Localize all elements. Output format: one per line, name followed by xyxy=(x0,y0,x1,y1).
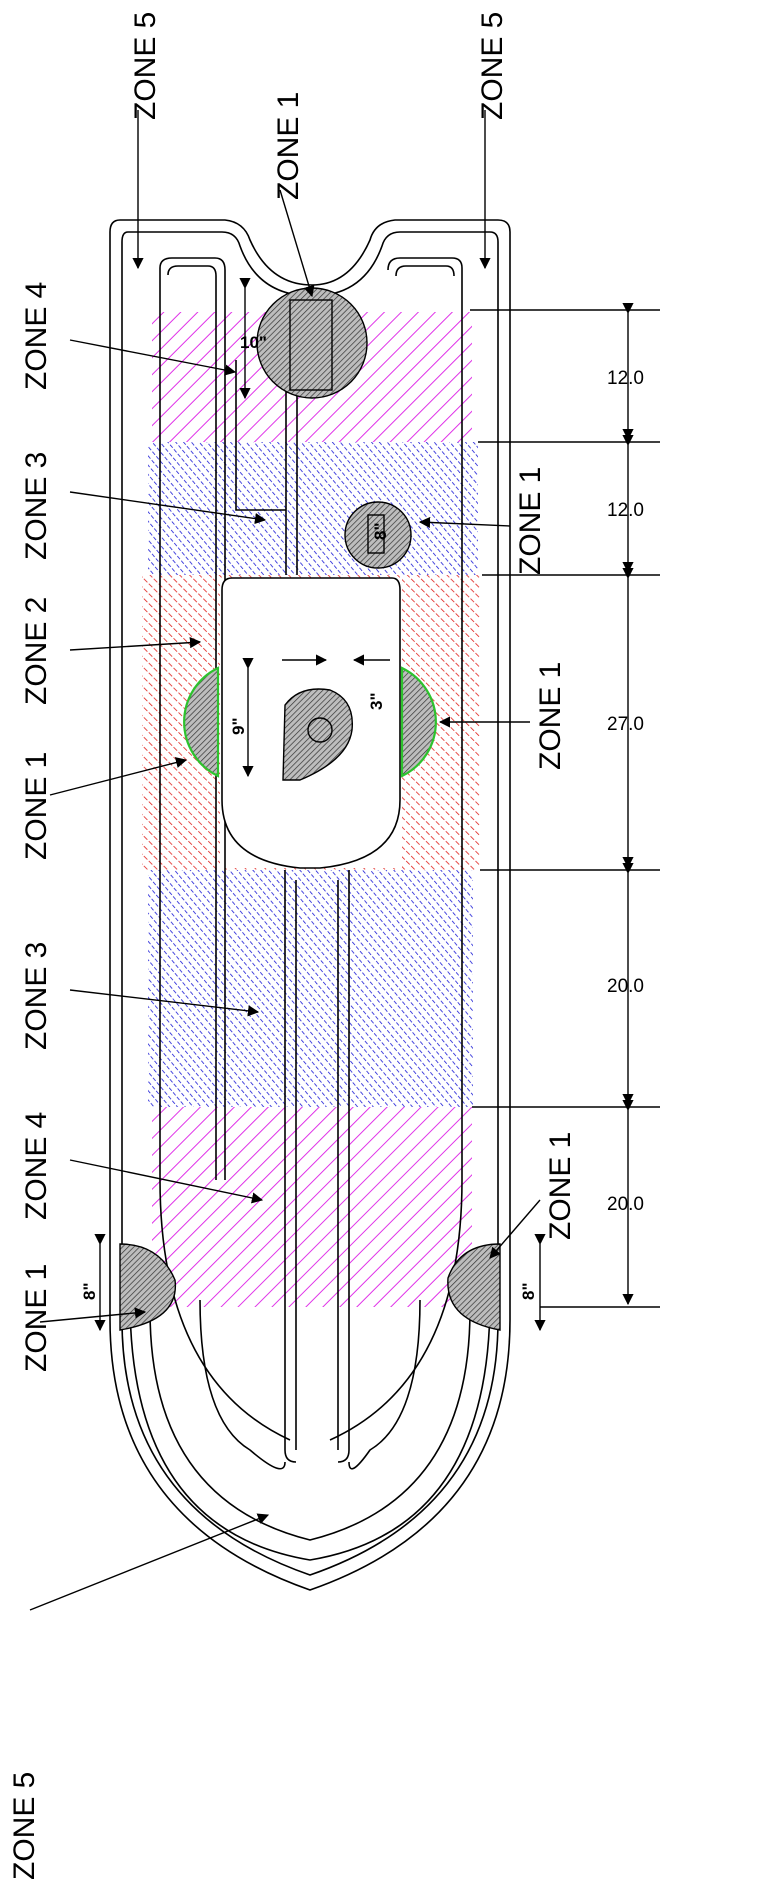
detail-dimension-values: 10" 8" 9" 3" 8" 8" xyxy=(80,333,538,1300)
label-left-zone4-bottom: ZONE 4 xyxy=(20,1112,53,1220)
zone-bands xyxy=(142,312,480,1307)
label-right-zone1-upper: ZONE 1 xyxy=(514,467,547,575)
dim-center-offset: 3" xyxy=(367,692,386,710)
dim-bottom-right-circle: 8" xyxy=(519,1282,538,1300)
label-left-zone3-bottom: ZONE 3 xyxy=(20,942,53,1050)
dim-left-circle: 9" xyxy=(229,717,248,735)
dim-zone3-bottom: 20.0 xyxy=(607,976,644,997)
zone1-right-half xyxy=(400,666,437,778)
dim-zone2: 27.0 xyxy=(607,714,644,735)
label-top-left-zone5: ZONE 5 xyxy=(129,12,162,120)
section-dimension-values: 12.0 12.0 27.0 20.0 20.0 xyxy=(607,368,644,1215)
zone1-features xyxy=(119,287,501,1331)
zone1-bottom-left xyxy=(119,1243,177,1331)
zone1-left-half xyxy=(183,666,220,778)
zone1-bottom-right xyxy=(447,1243,501,1331)
zone3-band-bottom xyxy=(148,870,473,1107)
board-outline xyxy=(109,219,511,1591)
dim-zone4-bottom: 20.0 xyxy=(607,1194,644,1215)
label-left-zone1-bottom: ZONE 1 xyxy=(20,1264,53,1372)
zone3-band-top xyxy=(148,442,478,575)
zone-labels: ZONE 5 ZONE 5 ZONE 1 ZONE 4 ZONE 3 ZONE … xyxy=(8,12,577,1880)
label-top-right-zone5: ZONE 5 xyxy=(476,12,509,120)
zone1-top-circle xyxy=(256,287,368,399)
zone1-center-piece xyxy=(282,688,354,781)
label-right-zone1-bottom: ZONE 1 xyxy=(544,1132,577,1240)
zone4-band-bottom xyxy=(152,1107,472,1307)
zone1-small-circle xyxy=(344,501,412,569)
dim-bottom-left-circle: 8" xyxy=(80,1282,99,1300)
label-left-zone2: ZONE 2 xyxy=(20,597,53,705)
label-left-zone1-mid: ZONE 1 xyxy=(20,752,53,860)
dim-zone3-top: 12.0 xyxy=(607,500,644,521)
label-left-zone3-top: ZONE 3 xyxy=(20,452,53,560)
leader-arrows xyxy=(29,110,541,1611)
label-left-zone4-top: ZONE 4 xyxy=(20,282,53,390)
dimension-lines xyxy=(94,277,660,1332)
label-top-center-zone1: ZONE 1 xyxy=(272,92,305,200)
label-right-zone1-mid: ZONE 1 xyxy=(534,662,567,770)
dim-top-circle: 10" xyxy=(240,333,267,352)
dim-zone4-top: 12.0 xyxy=(607,368,644,389)
label-bottom-left-zone5: ZONE 5 xyxy=(8,1772,41,1880)
dim-small-circle: 8" xyxy=(371,522,390,540)
